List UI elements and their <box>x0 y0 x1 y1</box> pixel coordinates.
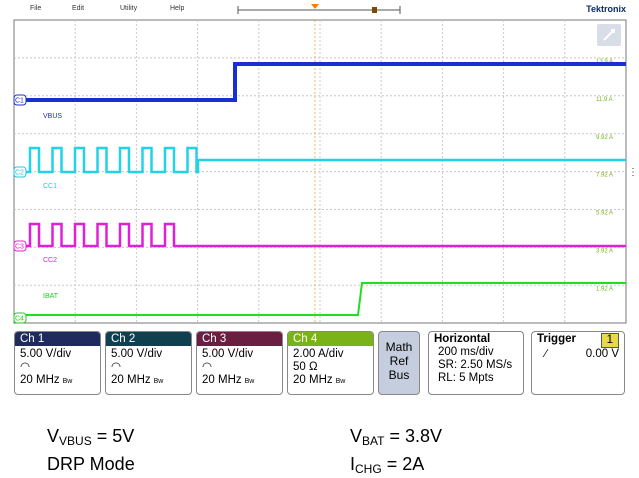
channel-box[interactable]: Ch 4 2.00 A/div 50 Ω 20 MHz Bw <box>287 331 374 395</box>
scale-label: 9.92 A <box>596 135 613 141</box>
display: File Edit Utility Help Tektronix 13.9 A11.9… <box>13 4 638 324</box>
zoom-icon <box>603 29 615 41</box>
view-marker <box>372 7 377 13</box>
scale-label: 7.92 A <box>596 173 613 179</box>
caption: VVBUS = 5V <box>47 426 134 448</box>
scale-label: 1.92 A <box>596 286 613 292</box>
horizontal-box[interactable]: Horizontal 200 ms/div SR: 2.50 MS/s RL: … <box>428 331 524 395</box>
bandwidth: 20 MHz Bw <box>288 374 373 388</box>
bw-icon: Bw <box>244 378 255 385</box>
v: V <box>350 426 363 446</box>
source: 1 <box>600 333 619 348</box>
bw-icon: Bw <box>62 378 73 385</box>
rest: = 3.8V <box>384 426 443 446</box>
menu-item[interactable]: Utility <box>120 5 138 12</box>
scale: 5.00 V/div <box>202 348 254 360</box>
trace-cc2 <box>24 222 626 248</box>
bw-value: 20 MHz <box>20 374 60 386</box>
probe-icon: ◠ <box>111 361 122 373</box>
trace-name: CC2 <box>43 257 57 264</box>
trace-ibat <box>24 282 626 316</box>
channel-title: Ch 1 <box>15 332 100 346</box>
trigger-position <box>311 4 319 9</box>
channel-box[interactable]: Ch 3 5.00 V/div ◠ 20 MHz Bw <box>196 331 283 395</box>
trace-name: VBUS <box>43 113 62 120</box>
rest: = 2A <box>381 454 425 474</box>
math-ref-bus[interactable]: Math Ref Bus <box>378 331 420 395</box>
title: Trigger 1 <box>532 332 624 348</box>
slope-icon: ∕ <box>545 348 547 360</box>
trigger-title: Trigger <box>537 333 576 345</box>
rest: = 5V <box>91 426 135 446</box>
bandwidth: 20 MHz Bw <box>106 374 191 388</box>
channel-badge <box>13 312 27 324</box>
trace-vbus <box>24 62 626 102</box>
termination: 50 Ω <box>293 361 318 373</box>
sub: CHG <box>355 462 382 476</box>
trace-name: IBAT <box>43 293 59 300</box>
channel-box[interactable]: Ch 2 5.00 V/div ◠ 20 MHz Bw <box>105 331 192 395</box>
probe-icon: ◠ <box>20 361 31 373</box>
bandwidth: 20 MHz Bw <box>15 374 100 388</box>
channel-title: Ch 4 <box>288 332 373 346</box>
v: I <box>350 454 356 474</box>
value: RL: 5 Mpts <box>438 372 494 384</box>
channel-badge <box>13 94 27 106</box>
channel-badge <box>13 240 27 252</box>
trace-name: CC1 <box>43 183 57 190</box>
badge-label: C3 <box>15 244 24 251</box>
badge-label: C1 <box>15 98 24 105</box>
channel-title: Ch 3 <box>197 332 282 346</box>
menu-item[interactable]: Help <box>170 5 185 12</box>
brand: Tektronix <box>586 4 626 14</box>
channel-title: Ch 2 <box>106 332 191 346</box>
badge-label: C2 <box>15 170 24 177</box>
scale-label: 3.92 A <box>596 249 613 255</box>
channel-box[interactable]: Ch 1 5.00 V/div ◠ 20 MHz Bw <box>14 331 101 395</box>
scale: 5.00 V/div <box>111 348 163 360</box>
sub: VBUS <box>59 434 92 448</box>
more-dots[interactable]: ⋮ <box>628 167 638 178</box>
label: Bus <box>388 368 410 382</box>
bw-value: 20 MHz <box>202 374 242 386</box>
level: 0.00 V <box>585 348 619 360</box>
label: Ref <box>389 354 409 368</box>
bw-value: 20 MHz <box>293 374 333 386</box>
menu-item[interactable]: Edit <box>72 5 84 12</box>
sub: BAT <box>362 434 385 448</box>
caption: VBAT = 3.8V <box>350 426 442 448</box>
bw-icon: Bw <box>335 378 346 385</box>
scale: 2.00 A/div <box>293 348 344 360</box>
bw-value: 20 MHz <box>111 374 151 386</box>
trigger-box[interactable]: Trigger 1 ∕ 0.00 V <box>531 331 625 395</box>
channel-badge <box>13 166 27 178</box>
scale-label: 5.92 A <box>596 211 613 217</box>
bw-icon: Bw <box>153 378 164 385</box>
probe-icon: ◠ <box>202 361 213 373</box>
label: Math <box>385 340 413 354</box>
scale-label: 11.9 A <box>596 97 613 103</box>
bandwidth: 20 MHz Bw <box>197 374 282 388</box>
v: V <box>47 426 60 446</box>
caption: ICHG = 2A <box>350 454 424 476</box>
value: 200 ms/div <box>438 346 494 358</box>
menu-item[interactable]: File <box>30 5 41 12</box>
trace-cc1 <box>24 146 626 174</box>
badge-label: C4 <box>15 316 24 323</box>
scale: 5.00 V/div <box>20 348 72 360</box>
title: Horizontal <box>434 333 491 345</box>
value: SR: 2.50 MS/s <box>438 359 513 371</box>
caption: DRP Mode <box>47 454 135 474</box>
